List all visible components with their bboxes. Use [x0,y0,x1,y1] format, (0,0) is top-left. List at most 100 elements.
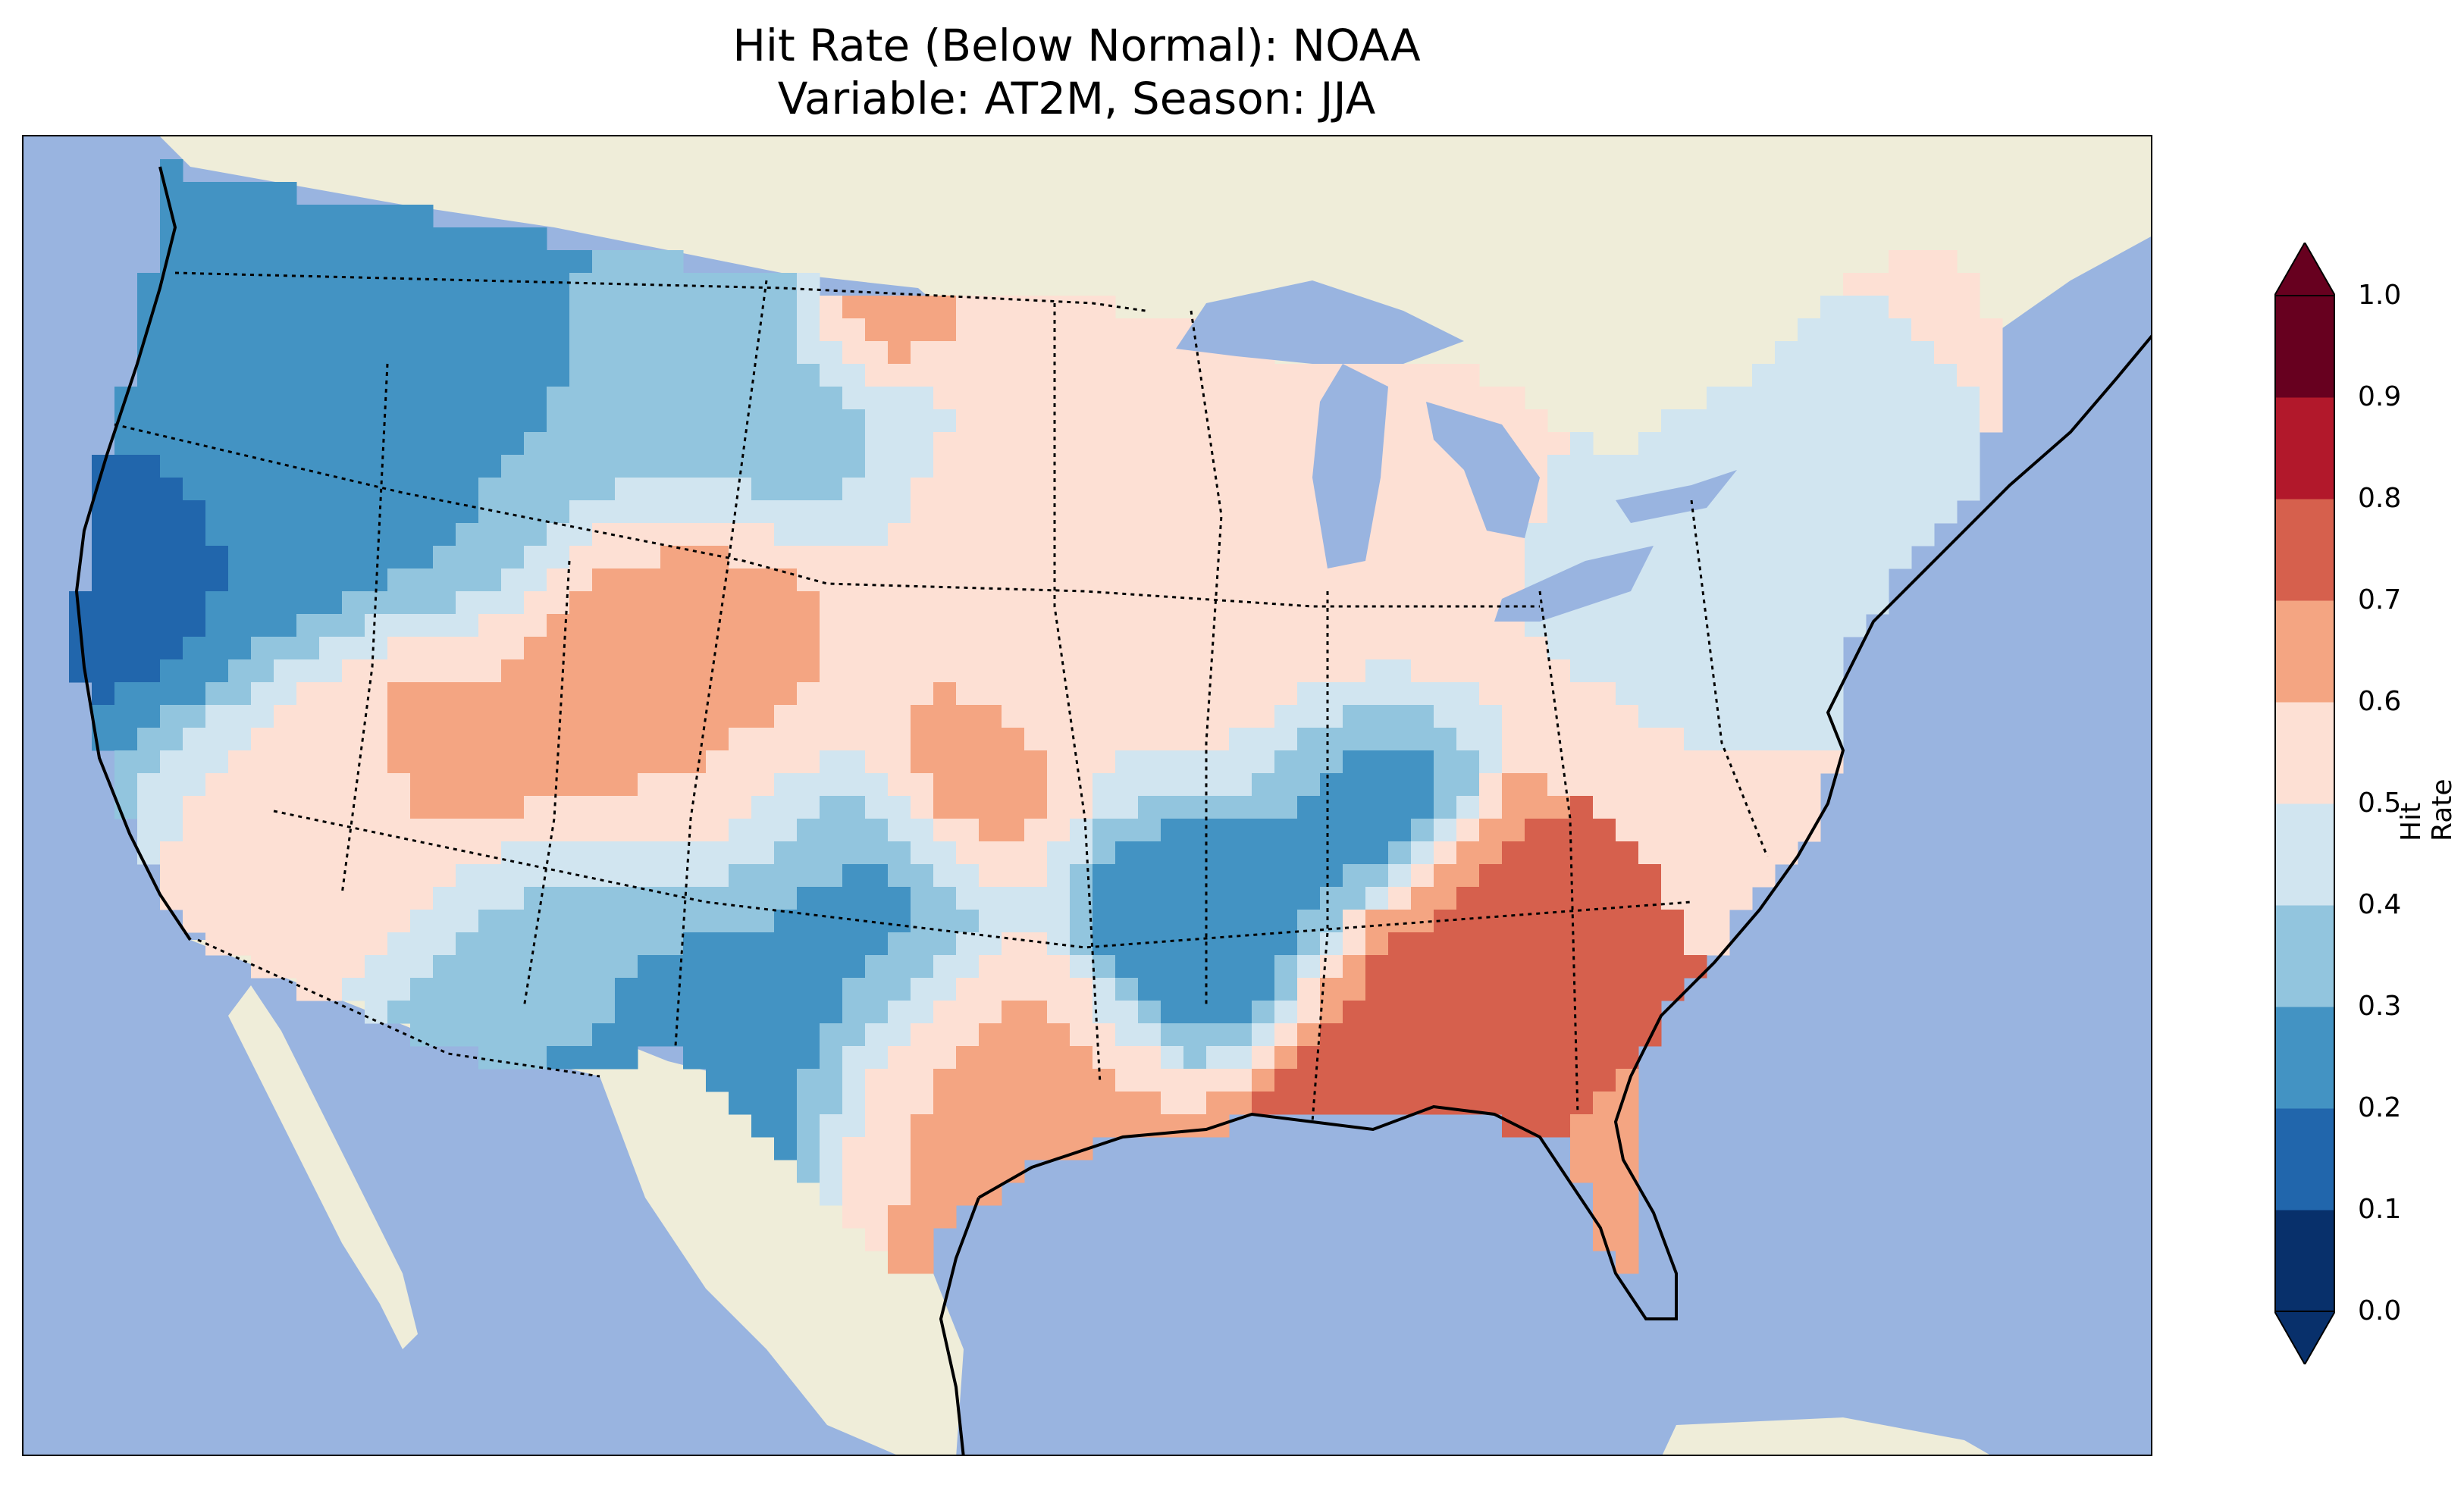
field-cell [956,455,980,478]
field-cell [911,796,934,819]
field-cell [1570,1092,1594,1115]
field-cell [296,910,320,933]
field-cell [1024,523,1048,547]
field-cell [1593,796,1616,819]
field-cell [1911,523,1935,547]
field-cell [706,773,729,797]
field-cell [365,773,388,797]
field-cell [1115,773,1139,797]
field-cell [1775,705,1798,728]
field-cell [1274,455,1298,478]
field-cell [319,455,343,478]
field-cell [524,250,547,274]
field-cell [1115,750,1139,774]
field-cell [1024,614,1048,637]
field-cell [615,841,638,865]
field-cell [956,659,980,683]
field-cell [1889,296,1912,319]
field-cell [1274,978,1298,1001]
field-cell [92,682,115,706]
field-cell [706,1046,729,1070]
field-cell [1820,341,1844,365]
field-cell [1934,500,1958,524]
field-cell [1388,409,1412,433]
field-cell [569,432,593,456]
field-cell [592,341,616,365]
field-cell [1070,750,1093,774]
field-cell [251,432,274,456]
field-cell [1547,1092,1571,1115]
field-cell [1161,1069,1184,1092]
field-cell [1070,1114,1093,1138]
field-cell [842,591,866,615]
field-cell [1616,1251,1639,1274]
field-cell [1661,659,1685,683]
field-cell [1547,637,1571,660]
field-cell [228,819,252,842]
field-cell [1183,887,1207,910]
field-cell [1798,591,1821,615]
field-cell [569,841,593,865]
field-cell [274,182,297,205]
field-cell [251,682,274,706]
field-cell [1365,682,1389,706]
field-cell [1229,409,1252,433]
field-cell [478,273,502,296]
field-cell [1070,318,1093,342]
field-cell [1638,523,1662,547]
field-cell [1661,910,1685,933]
field-cell [842,841,866,865]
field-cell [820,341,843,365]
field-cell [1456,1023,1480,1047]
field-cell [1866,318,1889,342]
field-cell [683,387,707,410]
field-cell [205,637,229,660]
field-cell [274,364,297,387]
field-cell [524,773,547,797]
field-cell [979,318,1002,342]
field-cell [387,205,411,228]
field-cell [524,591,547,615]
field-cell [820,1023,843,1047]
field-cell [888,523,911,547]
field-cell [842,1182,866,1206]
field-cell [1092,1069,1116,1092]
field-cell [1183,500,1207,524]
field-cell [1752,387,1776,410]
field-cell [1547,1001,1571,1024]
field-cell [1434,796,1457,819]
field-cell [1479,841,1503,865]
field-cell [456,955,479,979]
field-cell [319,478,343,501]
field-cell [1729,841,1753,865]
field-cell [911,546,934,569]
field-cell [160,341,183,365]
field-cell [1820,364,1844,387]
field-cell [1866,546,1889,569]
field-cell [387,682,411,706]
field-cell [1638,659,1662,683]
field-cell [706,1023,729,1047]
field-cell [1434,659,1457,683]
field-cell [1479,750,1503,774]
field-cell [865,1228,889,1251]
field-cell [160,364,183,387]
field-cell [183,728,206,751]
field-cell [478,978,502,1001]
field-cell [183,887,206,910]
field-cell [729,591,752,615]
field-cell [1684,819,1707,842]
field-cell [865,318,889,342]
field-cell [205,500,229,524]
field-cell [228,887,252,910]
field-cell [1889,364,1912,387]
field-cell [1570,1160,1594,1183]
field-cell [501,409,525,433]
field-cell [706,546,729,569]
field-cell [820,1001,843,1024]
field-cell [683,796,707,819]
field-cell [1047,659,1071,683]
field-cell [1479,682,1503,706]
field-cell [569,637,593,660]
field-cell [1047,978,1071,1001]
